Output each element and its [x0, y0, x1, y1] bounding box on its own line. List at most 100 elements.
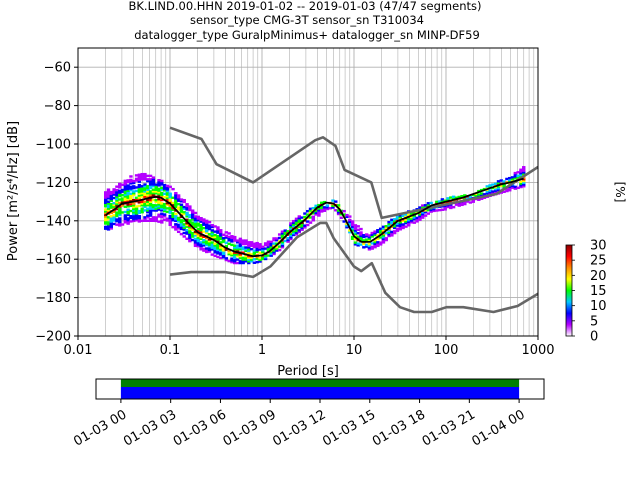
density-cell: [339, 213, 344, 216]
density-cell: [350, 228, 355, 232]
density-cell: [216, 245, 220, 248]
density-cell: [233, 248, 237, 251]
density-cell: [104, 217, 108, 220]
density-cell: [165, 217, 170, 220]
density-cell: [381, 225, 386, 229]
density-cell: [395, 222, 400, 226]
density-cell: [247, 248, 251, 251]
density-cell: [104, 227, 108, 230]
density-cell: [482, 196, 487, 199]
density-cell: [106, 228, 111, 231]
density-cell: [353, 227, 358, 230]
density-cell: [157, 184, 161, 187]
density-cell: [199, 248, 203, 251]
density-cell: [269, 254, 273, 257]
density-cell: [317, 214, 321, 217]
density-cell: [249, 242, 254, 246]
density-cell: [350, 220, 355, 223]
density-cell: [126, 205, 130, 208]
density-cell: [244, 246, 248, 249]
density-cell: [449, 206, 453, 210]
density-cell: [210, 224, 215, 227]
density-cell: [258, 246, 262, 249]
density-cell: [227, 237, 231, 240]
density-cell: [179, 232, 184, 236]
density-cell: [162, 183, 167, 187]
density-cell: [238, 244, 243, 247]
density-cell: [188, 226, 192, 229]
density-cell: [230, 235, 234, 238]
density-cell: [280, 244, 285, 247]
density-cell: [146, 210, 150, 214]
density-cell: [216, 250, 220, 253]
density-cell: [311, 217, 316, 220]
density-cell: [297, 215, 301, 218]
density-cell: [168, 204, 172, 208]
density-cell: [120, 188, 125, 192]
density-cell: [118, 186, 122, 189]
density-cell: [205, 224, 209, 228]
density-cell: [196, 219, 200, 222]
timeline-tick-label: 01-03 00: [71, 407, 129, 449]
density-cell: [261, 247, 265, 250]
density-cell: [126, 208, 130, 211]
density-cell: [151, 216, 156, 219]
density-cell: [275, 245, 279, 249]
density-cell: [306, 213, 310, 216]
density-cell: [275, 239, 279, 242]
density-cell: [140, 191, 144, 195]
density-cell: [233, 244, 237, 247]
density-cell: [202, 235, 206, 238]
density-cell: [401, 226, 405, 230]
density-cell: [207, 246, 212, 250]
density-cell: [247, 244, 251, 247]
density-cell: [373, 230, 377, 233]
density-cell: [247, 242, 251, 246]
density-cell: [146, 202, 150, 205]
density-cell: [381, 229, 386, 232]
density-cell: [165, 198, 170, 201]
density-cell: [314, 211, 318, 214]
density-cell: [219, 253, 223, 256]
density-cell: [112, 196, 116, 200]
density-cell: [241, 241, 245, 244]
density-cell: [168, 221, 172, 225]
density-cell: [213, 225, 217, 228]
density-cell: [129, 194, 133, 197]
density-cell: [154, 185, 158, 188]
density-cell: [364, 245, 369, 248]
density-cell: [157, 187, 161, 191]
density-cell: [322, 206, 327, 209]
density-cell: [519, 185, 523, 189]
density-cell: [244, 242, 248, 246]
density-cell: [376, 237, 380, 241]
density-cell: [143, 190, 147, 193]
density-cell: [392, 219, 397, 223]
density-cell: [196, 238, 200, 241]
density-cell: [129, 199, 133, 202]
density-cell: [275, 242, 279, 245]
density-cell: [157, 180, 161, 184]
density-cell: [216, 231, 220, 234]
density-cell: [460, 203, 464, 207]
density-cell: [294, 219, 299, 222]
density-cell: [496, 181, 501, 185]
density-cell: [140, 202, 144, 205]
density-cell: [513, 187, 518, 190]
density-cell: [334, 209, 338, 212]
density-cell: [233, 260, 237, 263]
density-cell: [196, 234, 200, 238]
density-cell: [106, 191, 111, 195]
density-cell: [126, 210, 130, 213]
density-cell: [174, 195, 178, 198]
density-cell: [104, 218, 108, 222]
density-cell: [277, 233, 282, 236]
density-cell: [300, 223, 304, 226]
density-cell: [359, 234, 363, 238]
density-cell: [421, 204, 425, 207]
density-cell: [132, 214, 136, 217]
density-cell: [479, 197, 484, 200]
density-cell: [176, 196, 181, 199]
density-cell: [224, 231, 229, 234]
density-cell: [106, 226, 111, 229]
